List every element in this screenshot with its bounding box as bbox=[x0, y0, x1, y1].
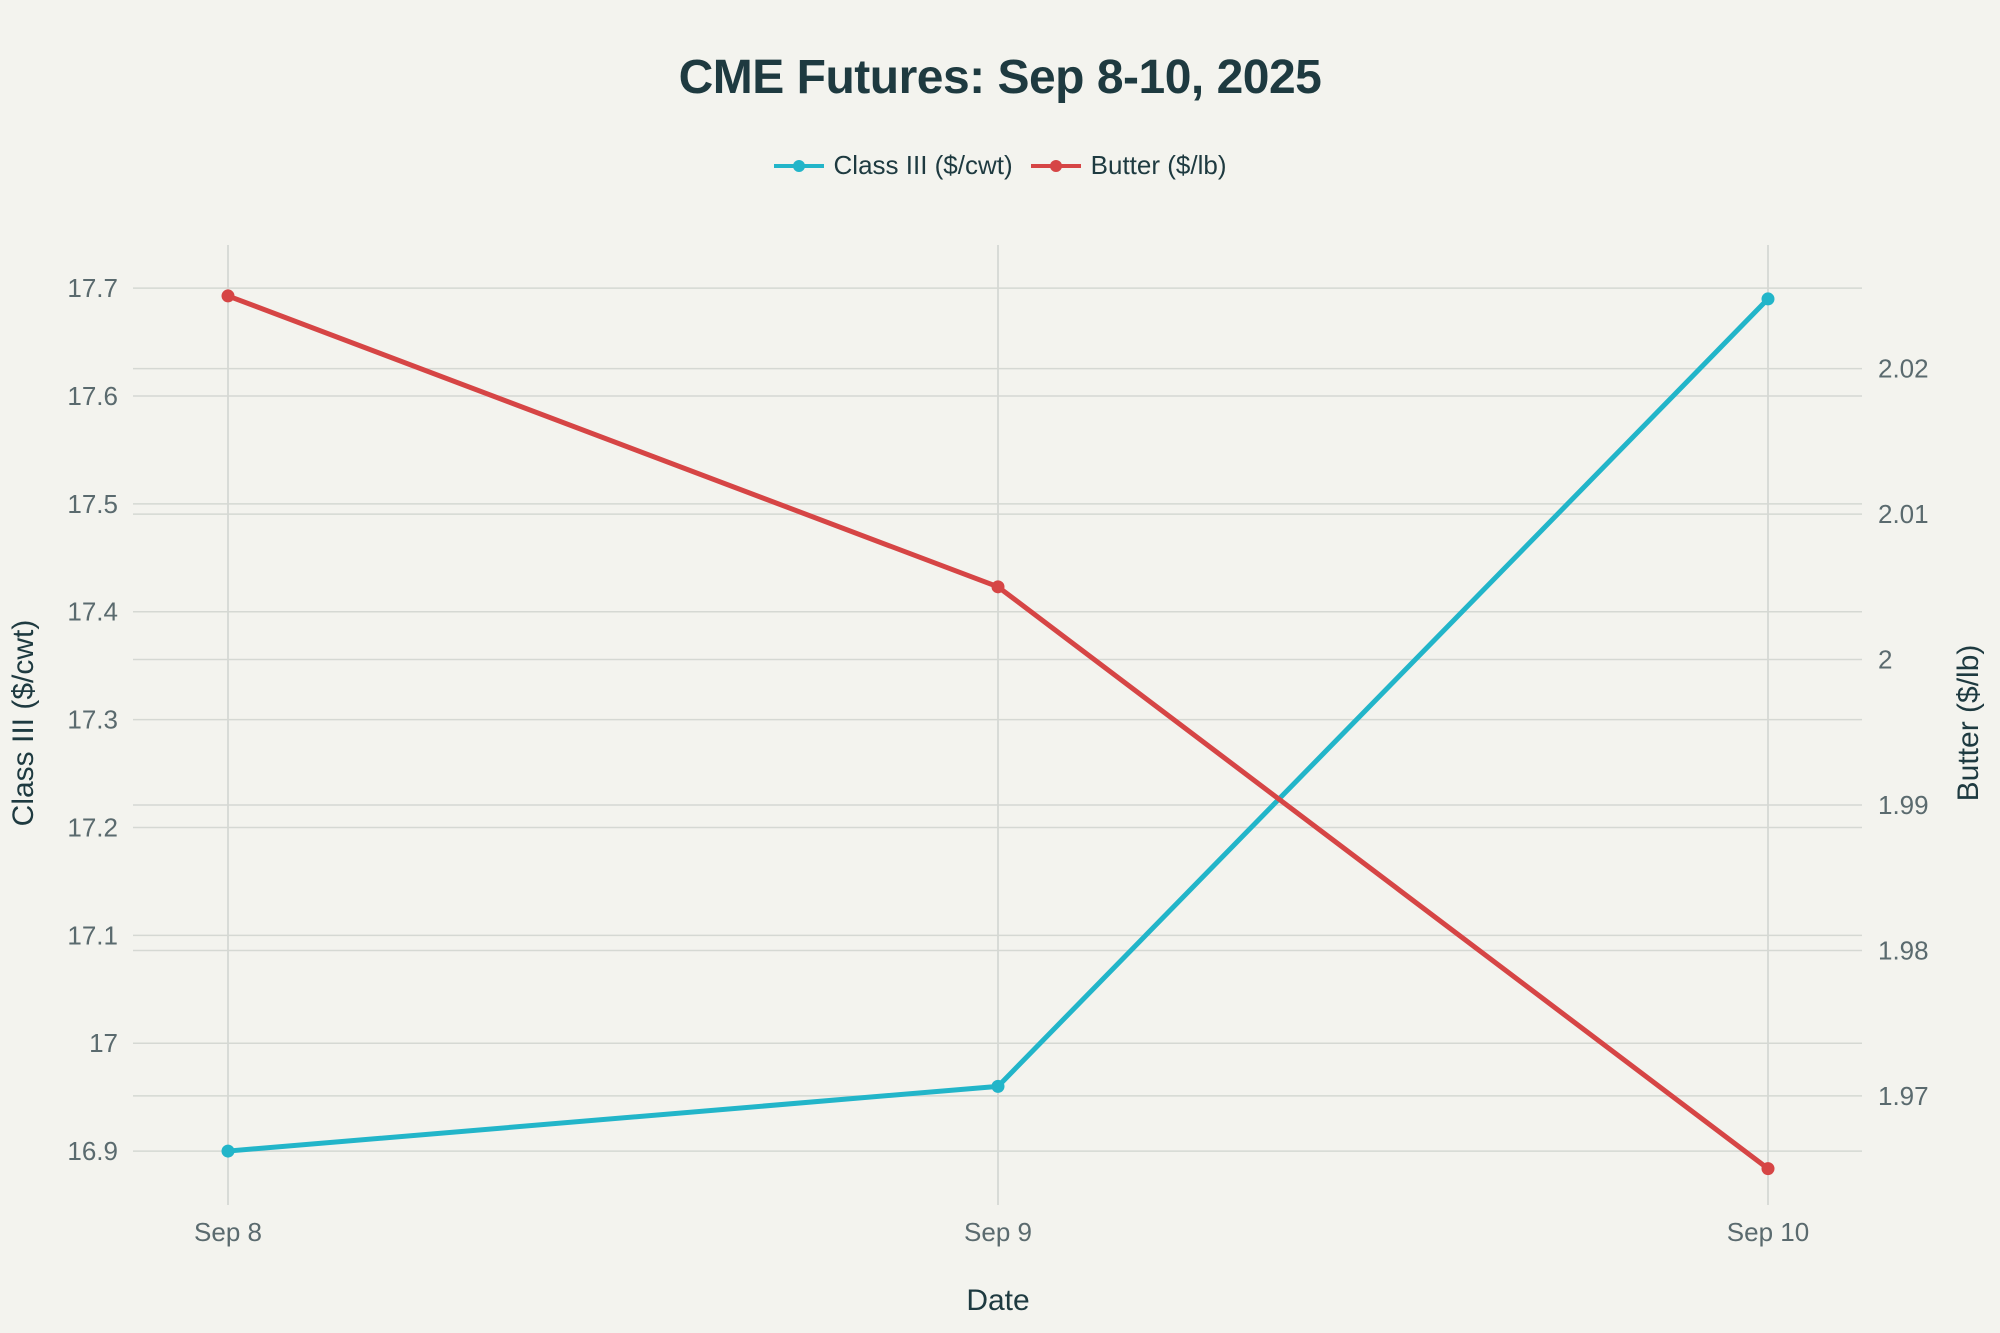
y-tick-label: 17.7 bbox=[67, 273, 118, 303]
legend-item-class-iii[interactable]: Class III ($/cwt) bbox=[773, 150, 1013, 181]
x-axis-title: Date bbox=[966, 1284, 1029, 1317]
x-tick-label: Sep 9 bbox=[964, 1217, 1032, 1247]
legend-swatch-class-iii bbox=[773, 159, 824, 172]
y-tick-label: 17.3 bbox=[67, 705, 118, 735]
y-tick-label: 16.9 bbox=[67, 1136, 118, 1166]
data-point-butter bbox=[991, 580, 1005, 594]
y-tick-label: 17.1 bbox=[67, 920, 118, 950]
y2-tick-label: 1.98 bbox=[1878, 935, 1929, 965]
y-tick-label: 17.4 bbox=[67, 597, 118, 627]
data-point-class-iii bbox=[221, 1144, 235, 1158]
y-tick-label: 17.5 bbox=[67, 489, 118, 519]
legend-label-butter: Butter ($/lb) bbox=[1090, 150, 1227, 180]
y-tick-label: 17.6 bbox=[67, 381, 118, 411]
y2-axis-title: Butter ($/lb) bbox=[1952, 645, 1985, 802]
x-tick-label: Sep 10 bbox=[1727, 1217, 1809, 1247]
y-axis-title: Class III ($/cwt) bbox=[7, 620, 40, 827]
x-tick-label: Sep 8 bbox=[194, 1217, 262, 1247]
data-point-class-iii bbox=[991, 1079, 1005, 1093]
data-point-class-iii bbox=[1761, 292, 1775, 306]
legend-item-butter[interactable]: Butter ($/lb) bbox=[1030, 150, 1227, 181]
data-point-butter bbox=[221, 289, 235, 303]
y-tick-label: 17 bbox=[89, 1028, 118, 1058]
legend-swatch-butter bbox=[1030, 159, 1081, 172]
legend-label-class-iii: Class III ($/cwt) bbox=[833, 150, 1013, 180]
y2-tick-label: 2 bbox=[1878, 645, 1892, 675]
y2-tick-label: 1.99 bbox=[1878, 790, 1929, 820]
y2-tick-label: 1.97 bbox=[1878, 1081, 1929, 1111]
y-tick-label: 17.2 bbox=[67, 812, 118, 842]
y2-tick-label: 2.02 bbox=[1878, 354, 1929, 384]
data-point-butter bbox=[1761, 1162, 1775, 1176]
legend: Class III ($/cwt) Butter ($/lb) bbox=[0, 150, 2000, 181]
chart-title: CME Futures: Sep 8-10, 2025 bbox=[678, 51, 1322, 104]
y2-tick-label: 2.01 bbox=[1878, 499, 1929, 529]
